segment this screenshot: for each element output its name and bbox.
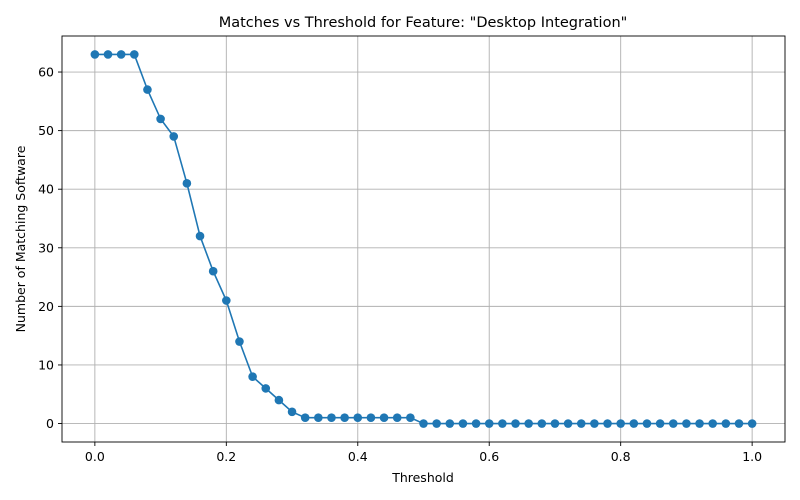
axis-ticks: 0.0 0.2 0.4 0.6 0.8 1.0 0 10 20 30 40 50 60 (38, 65, 762, 464)
data-point (419, 419, 428, 428)
data-point (300, 413, 310, 422)
y-tick-label: 40 (38, 182, 54, 197)
data-point (484, 419, 494, 428)
y-tick-label: 0 (46, 416, 54, 431)
data-point (682, 419, 691, 428)
x-axis-label: Threshold (391, 470, 454, 485)
data-point (274, 395, 284, 405)
data-point (537, 419, 547, 428)
grid-lines (62, 36, 785, 442)
series-layer (90, 50, 757, 428)
data-point (642, 419, 652, 428)
y-tick-label: 20 (38, 299, 54, 314)
data-point (143, 85, 152, 94)
data-point (616, 419, 625, 428)
data-point (747, 419, 757, 428)
data-point (353, 413, 363, 422)
data-point (432, 419, 441, 428)
data-point (90, 50, 100, 59)
data-point (590, 419, 599, 428)
data-point (366, 413, 376, 422)
y-tick-label: 60 (38, 65, 54, 80)
y-tick-label: 50 (38, 123, 54, 138)
data-point (261, 384, 271, 393)
y-tick-label: 10 (38, 357, 54, 372)
data-point (392, 413, 402, 422)
data-point (668, 419, 678, 428)
data-point (314, 413, 323, 422)
x-tick-label: 0.0 (85, 449, 105, 464)
data-point (103, 50, 113, 59)
chart-title: Matches vs Threshold for Feature: "Deskt… (219, 15, 628, 31)
data-point (379, 413, 389, 422)
x-tick-label: 0.2 (216, 449, 236, 464)
data-point (655, 419, 665, 428)
x-tick-label: 0.6 (479, 449, 499, 464)
series-line (94, 53, 753, 425)
data-point (734, 419, 744, 428)
data-point (208, 266, 218, 276)
plot-frame (61, 35, 786, 443)
data-point (563, 419, 573, 428)
data-point (195, 231, 205, 241)
data-point (445, 419, 455, 428)
data-point (248, 372, 257, 381)
data-point (340, 413, 349, 422)
data-point (182, 179, 192, 188)
y-tick-label: 30 (38, 240, 54, 255)
data-point (629, 419, 639, 428)
data-point (721, 419, 731, 428)
y-axis-label: Number of Matching Software (13, 145, 28, 332)
x-tick-label: 0.8 (611, 449, 631, 464)
data-point (287, 407, 297, 417)
data-point (708, 419, 717, 428)
data-point (511, 419, 520, 428)
data-point (498, 419, 507, 428)
data-point (695, 419, 704, 428)
data-point (524, 419, 533, 428)
x-tick-label: 1.0 (742, 449, 762, 464)
data-point (116, 50, 126, 59)
data-point (471, 419, 481, 428)
data-point (327, 413, 336, 422)
data-point (130, 50, 139, 59)
data-point (458, 419, 468, 428)
data-point (550, 419, 560, 428)
data-point (406, 413, 415, 422)
data-point (576, 419, 586, 428)
data-point (235, 337, 244, 346)
data-point (603, 419, 612, 428)
x-tick-label: 0.4 (348, 449, 368, 464)
data-point (222, 296, 231, 305)
data-point (156, 114, 165, 124)
data-point (169, 132, 179, 141)
